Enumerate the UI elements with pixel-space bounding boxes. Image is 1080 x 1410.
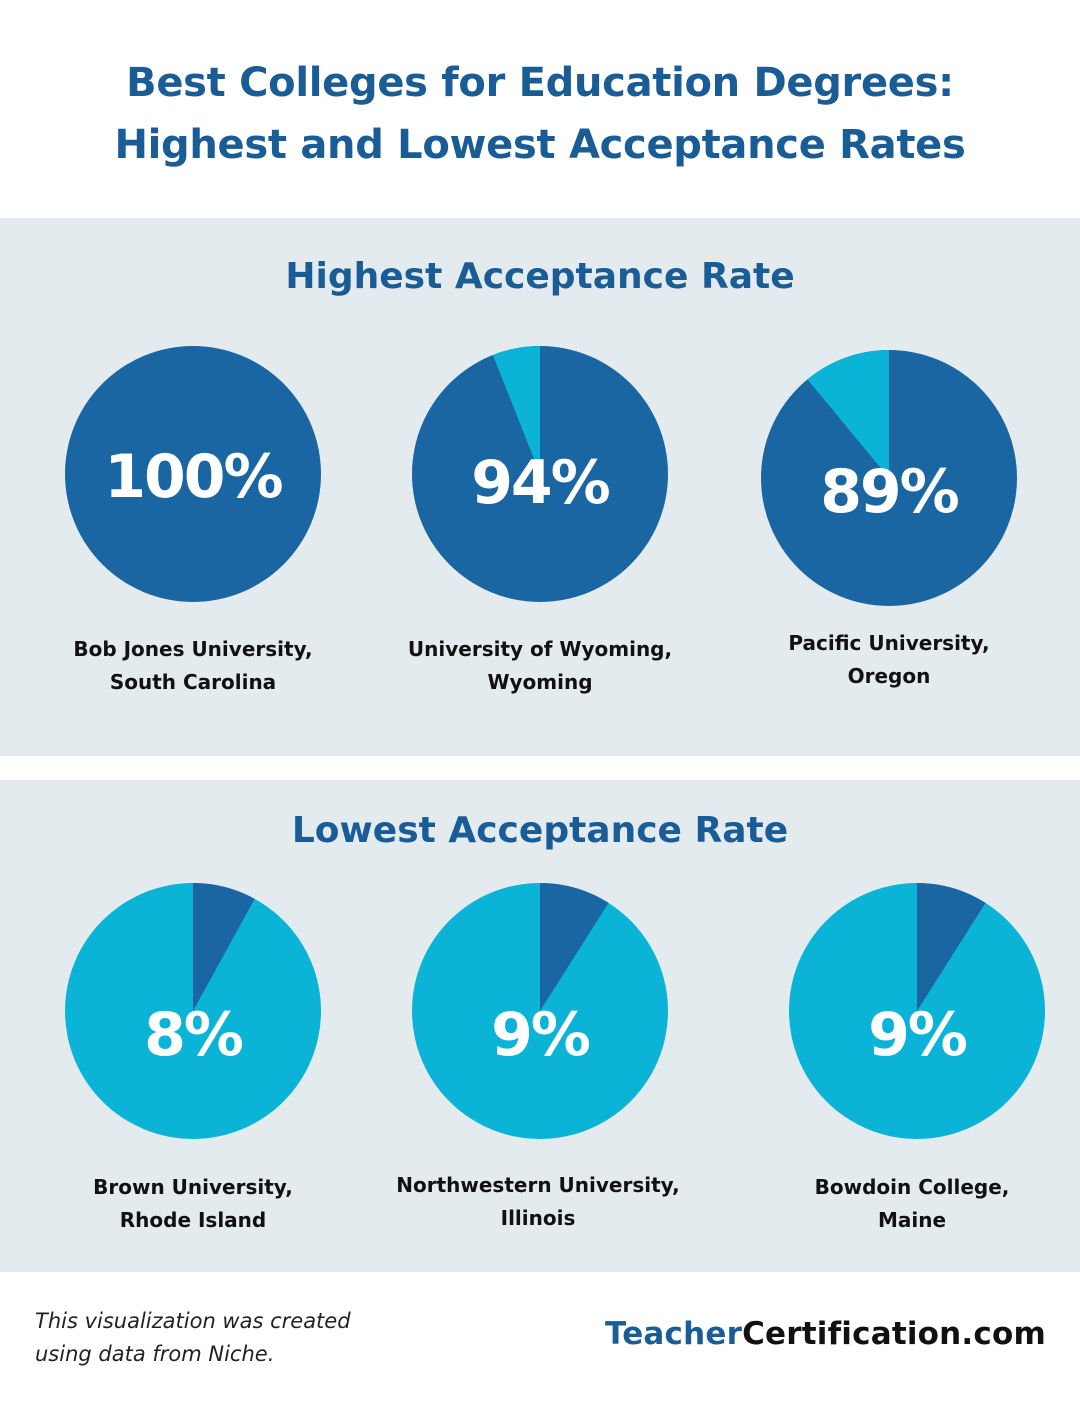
caption-line-1: Pacific University,	[788, 631, 990, 655]
brand-logo: TeacherCertification.com	[605, 1316, 1046, 1352]
brand-part-2: Certification.com	[742, 1316, 1046, 1352]
lowest-section-title: Lowest Acceptance Rate	[291, 810, 789, 851]
note-line-2: using data from Niche.	[35, 1342, 275, 1366]
title-line-2: Highest and Lowest Acceptance Rates	[114, 122, 966, 168]
caption-line-2: Illinois	[500, 1206, 576, 1230]
caption-line-2: South Carolina	[109, 670, 277, 694]
highest-section-title: Highest Acceptance Rate	[285, 256, 795, 297]
caption-line-1: University of Wyoming,	[407, 637, 673, 661]
title-line-1: Best Colleges for Education Degrees:	[126, 60, 954, 106]
caption-northwestern: Northwestern University, Illinois	[368, 1169, 708, 1235]
note-line-1: This visualization was created	[35, 1309, 351, 1333]
caption-line-2: Maine	[877, 1208, 947, 1232]
caption-line-1: Bowdoin College,	[814, 1175, 1010, 1199]
caption-line-1: Brown University,	[93, 1175, 293, 1199]
caption-line-1: Northwestern University,	[396, 1173, 680, 1197]
data-source-note: This visualization was created using dat…	[35, 1305, 351, 1371]
caption-line-2: Rhode Island	[119, 1208, 267, 1232]
brand-part-1: Teacher	[604, 1316, 743, 1352]
page-title: Best Colleges for Education Degrees: Hig…	[0, 52, 1080, 176]
caption-line-1: Bob Jones University,	[73, 637, 313, 661]
caption-bob-jones: Bob Jones University, South Carolina	[23, 633, 363, 699]
caption-brown: Brown University, Rhode Island	[23, 1171, 363, 1237]
caption-line-2: Oregon	[847, 664, 931, 688]
caption-line-2: Wyoming	[487, 670, 593, 694]
caption-pacific: Pacific University, Oregon	[719, 627, 1059, 693]
caption-bowdoin: Bowdoin College, Maine	[742, 1171, 1080, 1237]
caption-wyoming: University of Wyoming, Wyoming	[370, 633, 710, 699]
